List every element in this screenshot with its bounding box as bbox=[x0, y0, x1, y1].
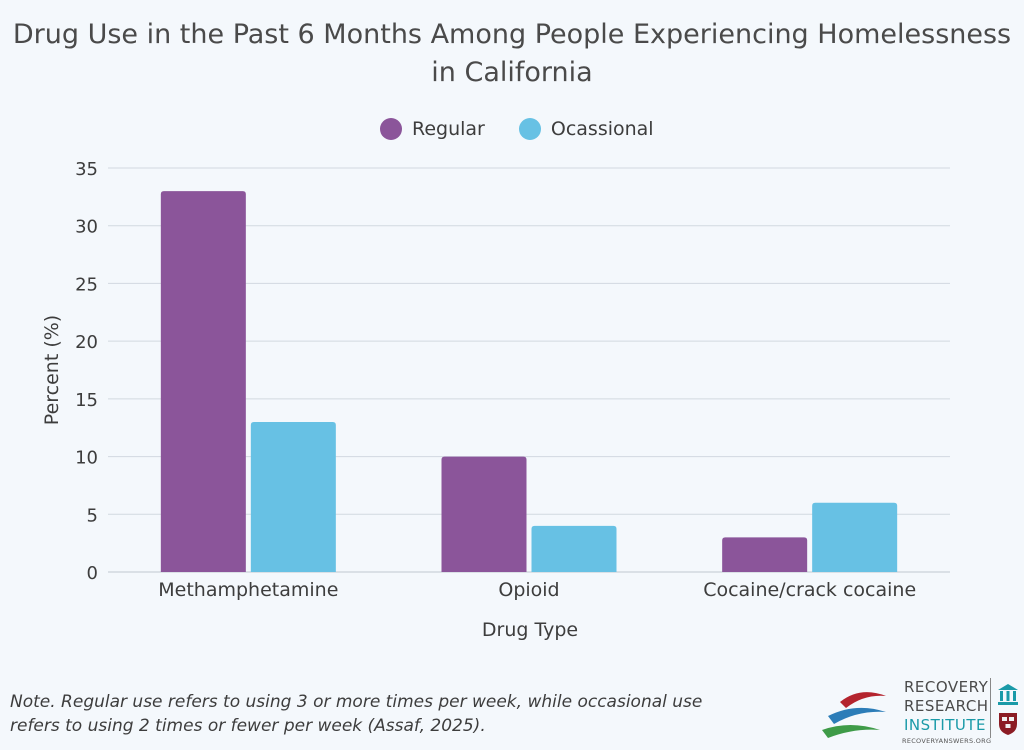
legend-swatch-regular bbox=[380, 118, 402, 140]
y-tick-label: 10 bbox=[75, 448, 98, 469]
y-tick-label: 20 bbox=[75, 332, 98, 353]
x-tick-label: Opioid bbox=[498, 579, 559, 601]
y-axis-label: Percent (%) bbox=[41, 315, 63, 425]
building-icon bbox=[998, 684, 1018, 705]
y-tick-label: 25 bbox=[75, 274, 98, 295]
bar-ocassional-2 bbox=[812, 502, 898, 572]
chart-title-line-2: in California bbox=[431, 57, 593, 88]
footnote-line-2: refers to using 2 times or fewer per wee… bbox=[10, 716, 486, 736]
legend-swatch-occasional bbox=[518, 118, 541, 140]
bar-chart: 0 5 10 15 20 25 30 35 Methamphetamine Opioid Coca… bbox=[41, 159, 950, 641]
y-tick-label: 30 bbox=[75, 217, 98, 238]
logo-line-1: RECOVERY bbox=[904, 678, 989, 696]
bar-regular-1 bbox=[441, 456, 527, 572]
bar-regular-2 bbox=[722, 537, 808, 572]
x-tick-label: Cocaine/crack cocaine bbox=[703, 579, 916, 601]
legend-label-occasional: Ocassional bbox=[550, 118, 654, 140]
x-tick-label: Methamphetamine bbox=[158, 579, 338, 601]
y-tick-label: 35 bbox=[75, 159, 98, 180]
legend-item-regular: Regular bbox=[380, 118, 485, 140]
grid-lines bbox=[108, 167, 950, 573]
chart-legend: Regular Ocassional bbox=[380, 114, 688, 144]
legend-item-occasional: Ocassional bbox=[518, 118, 654, 140]
shield-icon bbox=[999, 713, 1017, 735]
recovery-research-institute-logo: RECOVERY RESEARCH INSTITUTE RECOVERYANSW… bbox=[820, 676, 1020, 748]
logo-line-3: INSTITUTE bbox=[904, 716, 987, 734]
logo-divider bbox=[990, 678, 991, 738]
chart-title: Drug Use in the Past 6 Months Among Peop… bbox=[0, 16, 1024, 92]
x-axis-label: Drug Type bbox=[482, 619, 578, 641]
bar-ocassional-1 bbox=[531, 525, 617, 572]
swoosh-logo-icon bbox=[822, 692, 886, 738]
footnote-line-1: Note. Regular use refers to using 3 or m… bbox=[10, 692, 703, 712]
x-axis-ticks: Methamphetamine Opioid Cocaine/crack cocai… bbox=[158, 579, 916, 601]
legend-label-regular: Regular bbox=[412, 118, 485, 140]
y-tick-label: 5 bbox=[87, 505, 98, 526]
bar-ocassional-0 bbox=[250, 421, 336, 572]
y-tick-label: 0 bbox=[87, 563, 98, 584]
y-axis-ticks: 0 5 10 15 20 25 30 35 bbox=[75, 159, 98, 584]
bars bbox=[160, 191, 898, 573]
logo-url: RECOVERYANSWERS.ORG bbox=[902, 737, 992, 745]
y-tick-label: 15 bbox=[75, 390, 98, 411]
bar-regular-0 bbox=[160, 191, 246, 573]
chart-title-line-1: Drug Use in the Past 6 Months Among Peop… bbox=[12, 19, 1012, 50]
logo-line-2: RESEARCH bbox=[904, 697, 989, 715]
footnote: Note. Regular use refers to using 3 or m… bbox=[10, 690, 770, 738]
logo-wordmark: RECOVERY RESEARCH INSTITUTE bbox=[904, 678, 989, 735]
